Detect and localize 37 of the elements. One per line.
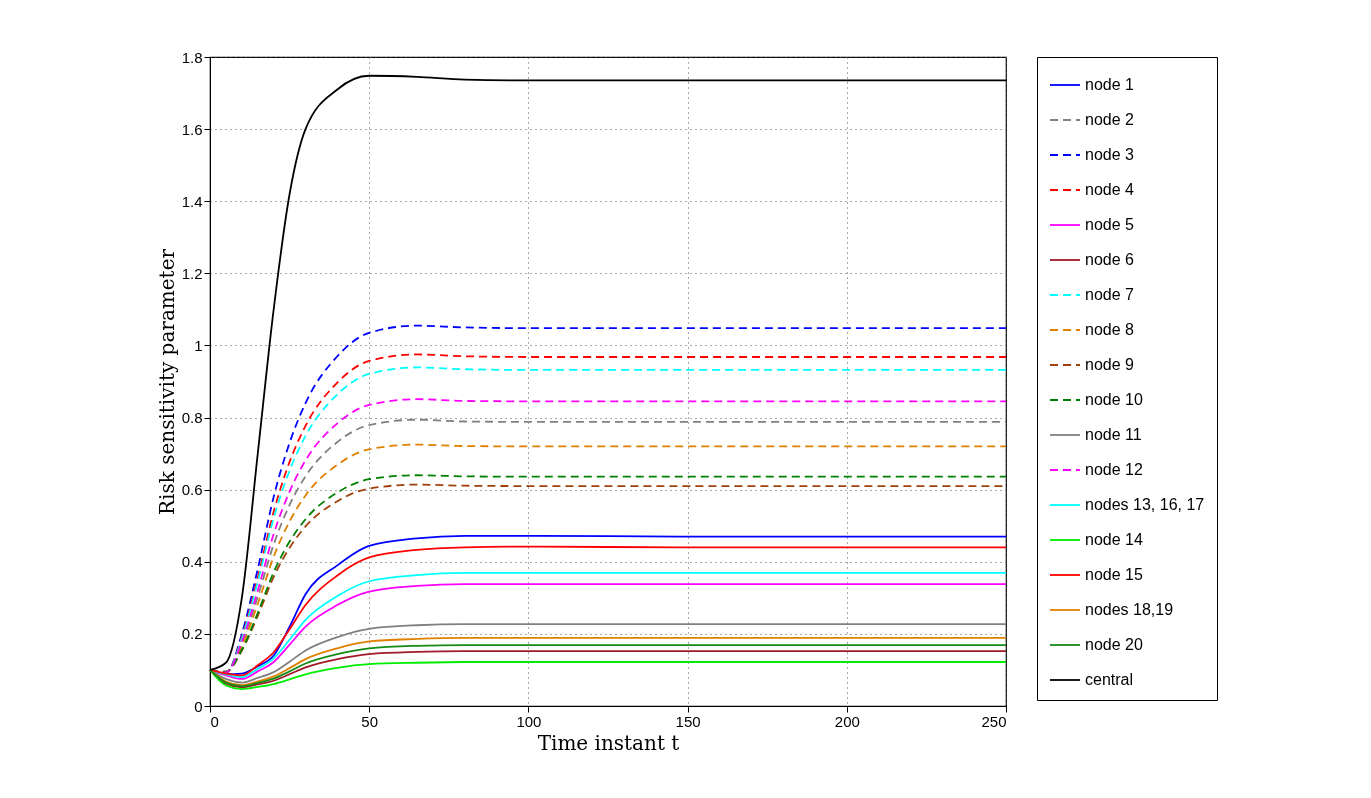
legend-label: node 1	[1085, 76, 1135, 93]
y-tick-label: 0.2	[181, 625, 203, 643]
y-tick-label: 0	[194, 697, 203, 715]
legend-label: node 9	[1085, 356, 1135, 373]
y-tick-label: 1.2	[181, 264, 203, 282]
legend-label: node 7	[1085, 286, 1135, 303]
legend-label: node 15	[1085, 566, 1143, 583]
legend-label: node 3	[1085, 146, 1135, 163]
x-tick-label: 100	[516, 712, 542, 730]
legend-label: nodes 18,19	[1085, 601, 1174, 618]
legend-label: central	[1085, 671, 1134, 688]
legend-label: node 8	[1085, 321, 1135, 338]
y-tick-label: 1.6	[181, 120, 203, 138]
y-tick-label: 0.4	[181, 553, 203, 571]
x-tick-label: 0	[210, 712, 219, 730]
y-tick-label: 0.6	[181, 481, 203, 499]
x-tick-label: 250	[981, 712, 1007, 730]
legend-label: node 10	[1085, 391, 1143, 408]
x-axis-title: Time instant t	[537, 730, 680, 755]
legend-label: node 6	[1085, 251, 1135, 268]
y-axis-title: Risk sensitivity parameter	[154, 248, 179, 516]
legend-label: node 5	[1085, 216, 1135, 233]
legend-label: node 12	[1085, 461, 1143, 478]
x-tick-label: 150	[675, 712, 701, 730]
legend-label: node 20	[1085, 636, 1143, 653]
line-series	[209, 644, 1007, 688]
legend-label: node 2	[1085, 111, 1135, 128]
y-tick-label: 1.8	[181, 48, 203, 66]
x-tick-label: 50	[361, 712, 379, 730]
y-tick-label: 0.8	[181, 409, 203, 427]
legend-label: node 11	[1085, 426, 1142, 443]
x-tick-label: 200	[834, 712, 860, 730]
y-tick-label: 1.4	[181, 192, 203, 210]
legend-label: node 14	[1085, 531, 1143, 548]
legend-label: nodes 13, 16, 17	[1085, 496, 1205, 513]
legend-label: node 4	[1085, 181, 1135, 198]
y-tick-label: 1	[194, 336, 203, 354]
